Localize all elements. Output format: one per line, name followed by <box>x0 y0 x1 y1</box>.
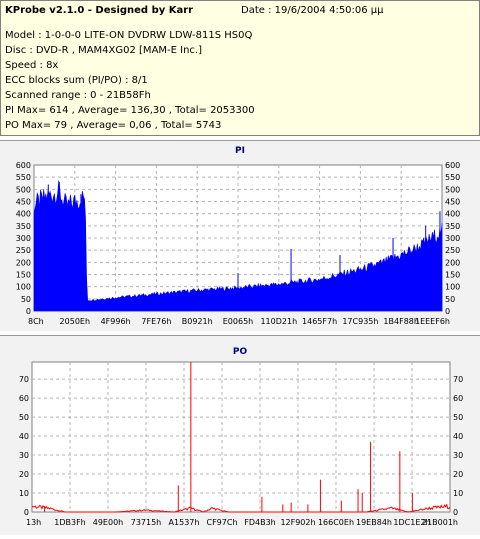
y-tick-label-right: 200 <box>445 258 460 267</box>
y-tick-label-left: 100 <box>16 283 31 292</box>
y-tick-label-left: 250 <box>16 246 31 255</box>
y-tick-label-left: 350 <box>16 222 31 231</box>
x-tick-label: 8Ch <box>28 317 44 326</box>
y-tick-label-left: 400 <box>16 210 31 219</box>
y-tick-label-right: 150 <box>445 271 460 280</box>
y-tick-label-left: 20 <box>19 470 29 479</box>
y-tick-label-right: 500 <box>445 185 460 194</box>
y-tick-label-left: 0 <box>24 508 29 517</box>
po-series-line <box>31 503 451 513</box>
chart-title: PO <box>233 347 248 357</box>
y-tick-label-right: 100 <box>445 283 460 292</box>
speed-line: Speed : 8x <box>5 60 59 71</box>
y-tick-label-right: 400 <box>445 210 460 219</box>
po-chart-panel: PO 0 0 10 10 20 20 30 30 40 40 50 50 60 60 70 70 13h 1DB3F… <box>0 335 480 535</box>
x-tick-label: 2050Eh <box>60 317 90 326</box>
y-tick-label-right: 300 <box>445 234 460 243</box>
y-tick-label-right: 10 <box>453 489 463 498</box>
y-tick-label-left: 40 <box>19 432 29 441</box>
range-line: Scanned range : 0 - 21B58Fh <box>5 90 151 101</box>
y-tick-label-right: 40 <box>453 432 463 441</box>
x-tick-label: 12F902h <box>280 518 315 527</box>
x-tick-label: 49E00h <box>93 518 123 527</box>
y-tick-label-left: 70 <box>19 375 29 384</box>
model-line: Model : 1-0-0-0 LITE-ON DVDRW LDW-811S H… <box>5 30 253 41</box>
ecc-line: ECC blocks sum (PI/PO) : 8/1 <box>5 75 148 86</box>
pi-chart: PI 0 0 50 50 100 100 150 150 200 200 250 250 300 300 35… <box>16 146 461 326</box>
y-tick-label-left: 200 <box>16 258 31 267</box>
x-tick-label: CF97Ch <box>206 518 237 527</box>
y-tick-label-left: 10 <box>19 489 29 498</box>
y-tick-label-left: 0 <box>26 307 31 316</box>
x-tick-label: 19EB84h <box>356 518 392 527</box>
x-tick-label: E0065h <box>223 317 253 326</box>
x-tick-label: 73715h <box>131 518 162 527</box>
pi-stats-line: PI Max= 614 , Average= 136,30 , Total= 2… <box>5 105 255 116</box>
y-tick-label-left: 50 <box>19 413 29 422</box>
x-tick-label: 13h <box>26 518 41 527</box>
y-tick-label-right: 250 <box>445 246 460 255</box>
y-tick-label-right: 50 <box>445 295 455 304</box>
y-tick-label-right: 20 <box>453 470 463 479</box>
y-tick-label-left: 60 <box>19 394 29 403</box>
x-tick-label: 1EEEF6h <box>415 317 450 326</box>
info-panel: KProbe v2.1.0 - Designed by Karr Date : … <box>0 0 480 136</box>
x-tick-label: B0921h <box>182 317 213 326</box>
y-tick-label-right: 0 <box>445 307 450 316</box>
y-tick-label-left: 550 <box>16 173 31 182</box>
scan-date: Date : 19/6/2004 4:50:06 μμ <box>241 5 384 16</box>
x-tick-label: 17C935h <box>342 317 378 326</box>
chart-title: PI <box>235 146 245 156</box>
y-tick-label-right: 0 <box>453 508 458 517</box>
y-tick-label-left: 30 <box>19 451 29 460</box>
x-tick-label: 166C0Eh <box>318 518 354 527</box>
y-tick-label-right: 60 <box>453 394 463 403</box>
plot-area <box>31 361 451 513</box>
x-tick-label: 1DB3Fh <box>54 518 86 527</box>
x-tick-label: FD4B3h <box>244 518 276 527</box>
x-tick-label: 7FE76h <box>141 317 171 326</box>
pi-chart-panel: PI 0 0 50 50 100 100 150 150 200 200 250 250 300 300 35… <box>0 140 480 331</box>
y-tick-label-left: 300 <box>16 234 31 243</box>
x-tick-label: 1DC1E2h <box>393 518 430 527</box>
x-tick-label: 1B4F88h <box>383 317 419 326</box>
disc-line: Disc : DVD-R , MAM4XG02 [MAM-E Inc.] <box>5 45 203 56</box>
x-tick-label: 4F996h <box>101 317 131 326</box>
x-tick-label: 110D21h <box>260 317 297 326</box>
y-tick-label-left: 450 <box>16 198 31 207</box>
y-tick-label-right: 600 <box>445 161 460 170</box>
y-tick-label-right: 70 <box>453 375 463 384</box>
y-tick-label-left: 50 <box>21 295 31 304</box>
y-tick-label-right: 450 <box>445 198 460 207</box>
y-tick-label-right: 350 <box>445 222 460 231</box>
y-tick-label-right: 30 <box>453 451 463 460</box>
y-tick-label-left: 600 <box>16 161 31 170</box>
y-tick-label-left: 150 <box>16 271 31 280</box>
po-stats-line: PO Max= 79 , Average= 0,06 , Total= 5743 <box>5 120 222 131</box>
app-title: KProbe v2.1.0 - Designed by Karr <box>5 5 194 16</box>
y-tick-label-right: 550 <box>445 173 460 182</box>
x-tick-label: A1537h <box>169 518 200 527</box>
x-tick-label: 21B001h <box>422 518 458 527</box>
x-tick-label: 1465F7h <box>302 317 337 326</box>
y-tick-label-left: 500 <box>16 185 31 194</box>
y-tick-label-right: 50 <box>453 413 463 422</box>
po-chart: PO 0 0 10 10 20 20 30 30 40 40 50 50 60 60 70 70 13h 1DB3F… <box>19 347 463 527</box>
